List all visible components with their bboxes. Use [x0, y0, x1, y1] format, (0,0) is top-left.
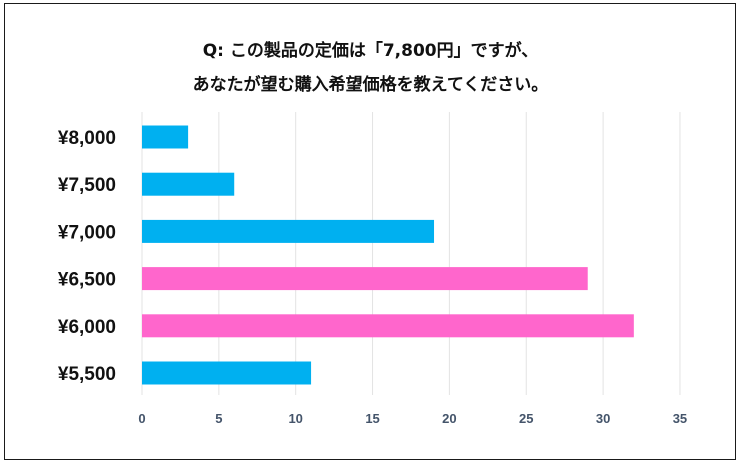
bar — [142, 125, 189, 149]
x-tick-label: 0 — [138, 411, 145, 426]
category-label: ¥6,500 — [58, 270, 116, 291]
category-labels: ¥8,000 ¥7,500 ¥7,000 ¥6,500 ¥6,000 ¥5,500 — [58, 128, 116, 385]
x-tick-label: 35 — [673, 411, 687, 426]
bar — [142, 314, 634, 338]
x-tick-label: 15 — [365, 411, 379, 426]
x-tick-label: 20 — [442, 411, 456, 426]
category-label: ¥6,000 — [58, 317, 116, 338]
bar — [142, 172, 235, 196]
chart-title-line-2: あなたが望む購入希望価格を教えてください。 — [192, 75, 549, 95]
bar — [142, 219, 435, 243]
category-label: ¥8,000 — [58, 128, 116, 149]
x-tick-label: 5 — [215, 411, 222, 426]
category-label: ¥7,500 — [58, 175, 116, 196]
bars — [142, 125, 634, 385]
bar — [142, 267, 588, 291]
gridlines — [141, 112, 681, 395]
x-tick-labels: 0 5 10 15 20 25 30 35 — [138, 411, 687, 426]
category-label: ¥7,000 — [58, 222, 116, 243]
x-tick-label: 25 — [519, 411, 533, 426]
bar — [142, 361, 312, 385]
x-tick-label: 10 — [288, 411, 302, 426]
category-label: ¥5,500 — [58, 364, 116, 385]
x-tick-label: 30 — [596, 411, 610, 426]
chart-title-line-1: Q: この製品の定価は「7,800円」ですが、 — [202, 41, 539, 61]
